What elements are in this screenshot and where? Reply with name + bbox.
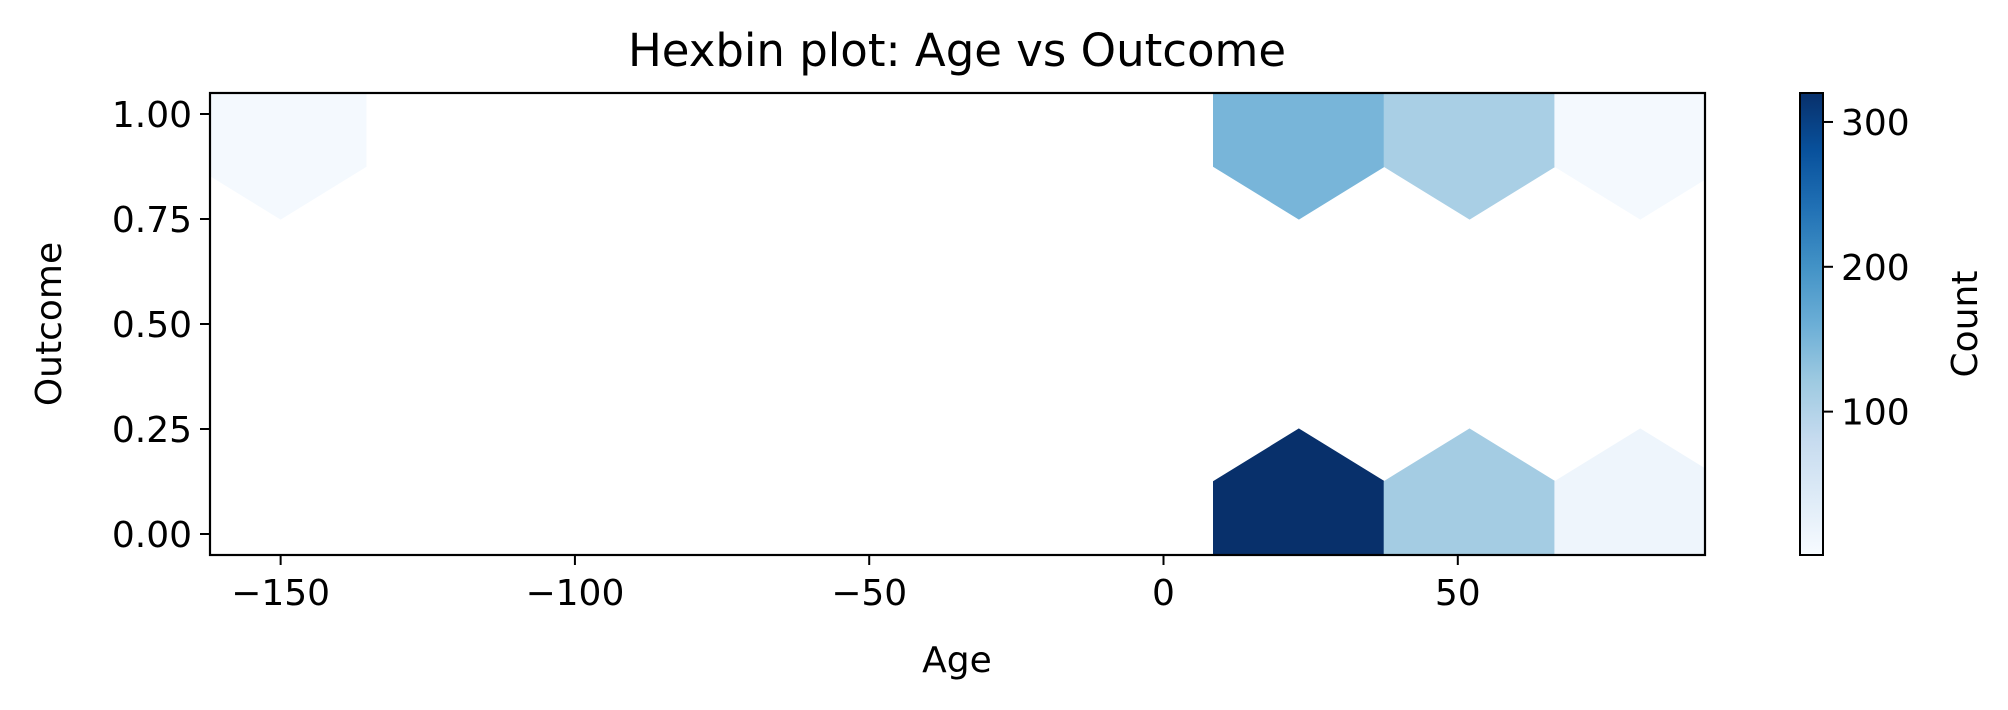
hexbin-cell-3	[1383, 93, 1556, 220]
colorbar-ticks: 100 200 300	[1823, 103, 1910, 434]
y-tick-label: 1.00	[112, 95, 192, 136]
hexbin-cell-2	[1213, 93, 1385, 220]
y-tick-label: 0.75	[112, 200, 192, 241]
x-axis: −150 −100 −50 0 50	[231, 555, 1481, 614]
x-tick-label: −50	[831, 573, 907, 614]
x-tick-label: −150	[231, 573, 330, 614]
y-axis-label: Outcome	[29, 242, 70, 406]
colorbar-tick-label: 200	[1841, 248, 1910, 289]
y-tick-label: 0.25	[112, 410, 192, 451]
x-tick-label: 0	[1152, 573, 1175, 614]
hexbin-cell-4	[1554, 93, 1705, 220]
colorbar: 100 200 300 Count	[1799, 92, 1986, 556]
y-tick-label: 0.00	[112, 515, 192, 556]
colorbar-label: Count	[1945, 271, 1986, 378]
x-tick-label: 50	[1435, 573, 1481, 614]
hexbin-cells	[210, 93, 1705, 555]
colorbar-tick-label: 300	[1841, 103, 1910, 144]
y-axis: 0.00 0.25 0.50 0.75 1.00	[112, 95, 210, 556]
hexbin-cell-1	[210, 93, 367, 220]
x-axis-label: Age	[922, 640, 992, 681]
hexbin-cell-7	[1554, 428, 1705, 555]
colorbar-gradient	[1799, 92, 1824, 556]
y-tick-label: 0.50	[112, 305, 192, 346]
colorbar-tick-label: 100	[1841, 393, 1910, 434]
chart-title: Hexbin plot: Age vs Outcome	[628, 24, 1286, 77]
x-tick-label: −100	[525, 573, 624, 614]
